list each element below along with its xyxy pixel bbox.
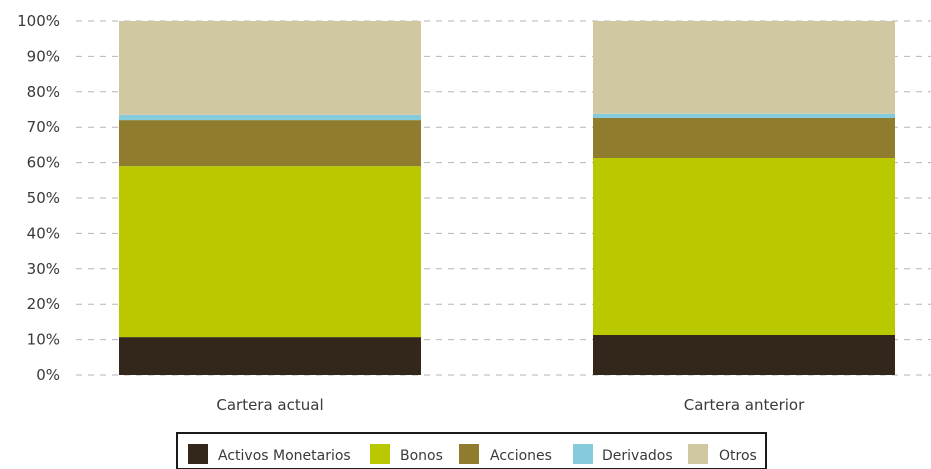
y-tick-label: 0% [36,366,60,384]
bar-segment-bonos [119,166,421,338]
bar-segment-acciones [119,120,421,167]
category-label: Cartera anterior [684,396,805,414]
bar-segment-acciones [593,117,895,158]
y-tick-label: 70% [27,118,60,136]
bar-segment-activos-monetarios [119,337,421,375]
legend-swatch [459,444,479,464]
legend-swatch [370,444,390,464]
bar-segment-bonos [593,157,895,335]
legend: Activos Monetarios Bonos Acciones Derivados… [176,432,767,469]
legend-swatch [688,444,708,464]
bar-segment-otros [593,21,895,114]
y-tick-label: 80% [27,83,60,101]
bar-segment-derivados [119,114,421,121]
legend-label: Bonos [400,448,443,464]
y-tick-label: 40% [27,224,60,242]
y-axis: 0% 10% 20% 30% 40% 50% 60% 70% 80% 90% 100% [17,12,60,384]
y-tick-label: 90% [27,47,60,65]
bar-segment-derivados [593,113,895,118]
legend-label: Acciones [490,448,552,464]
legend-label: Derivados [602,448,673,464]
legend-label: Activos Monetarios [218,448,351,464]
bar-segment-activos-monetarios [593,334,895,375]
bar-segment-otros [119,21,421,115]
y-tick-label: 30% [27,260,60,278]
category-label: Cartera actual [216,396,323,414]
legend-swatch [573,444,593,464]
y-tick-label: 100% [17,12,60,30]
legend-label: Otros [719,448,757,464]
x-axis: Cartera actual Cartera anterior [216,396,805,414]
legend-swatch [188,444,208,464]
bars-layer [119,21,895,375]
y-tick-label: 10% [27,331,60,349]
y-tick-label: 60% [27,154,60,172]
y-tick-label: 20% [27,295,60,313]
y-tick-label: 50% [27,189,60,207]
